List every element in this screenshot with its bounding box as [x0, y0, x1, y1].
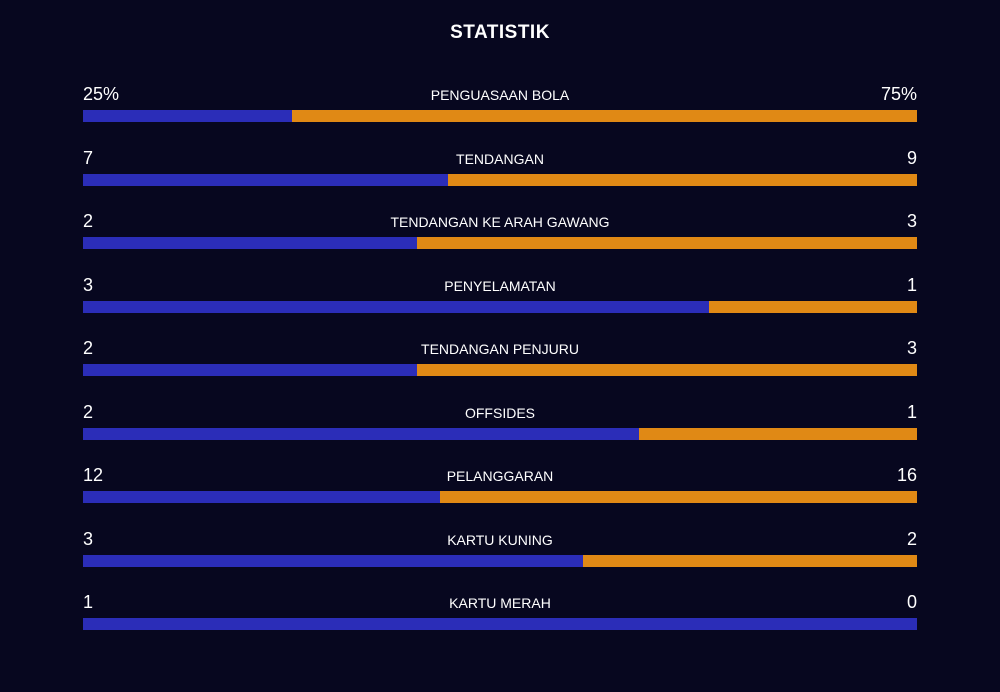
- stat-row: 2 OFFSIDES 1: [83, 401, 917, 451]
- stat-label: KARTU KUNING: [447, 531, 553, 548]
- stat-row: 2 TENDANGAN KE ARAH GAWANG 3: [83, 210, 917, 260]
- stat-label: PENGUASAAN BOLA: [430, 87, 570, 103]
- stat-label: TENDANGAN KE ARAH GAWANG: [390, 214, 610, 230]
- home-bar: [83, 618, 917, 630]
- stat-label: TENDANGAN: [456, 150, 544, 167]
- stat-row: 2 TENDANGAN PENJURU 3: [83, 337, 917, 387]
- home-value: 3: [83, 528, 94, 549]
- home-value: 2: [83, 211, 94, 231]
- home-bar: [83, 491, 441, 503]
- home-value: 1: [83, 592, 94, 612]
- home-bar: [83, 554, 584, 567]
- stat-label: OFFSIDES: [464, 404, 535, 421]
- away-bar: [583, 554, 917, 567]
- away-bar: [447, 173, 917, 186]
- away-value: 1: [906, 401, 917, 422]
- away-bar: [416, 237, 917, 249]
- home-bar: [83, 364, 417, 376]
- home-bar: [83, 427, 639, 440]
- home-value: 12: [83, 465, 104, 485]
- stat-row: 12 PELANGGARAN 16: [83, 464, 917, 514]
- stat-label: PENYELAMATAN: [444, 277, 556, 294]
- away-bar: [708, 300, 917, 313]
- away-value: 0: [906, 592, 917, 612]
- home-bar: [83, 300, 709, 313]
- home-value: 7: [83, 147, 94, 168]
- away-value: 9: [906, 147, 917, 168]
- title: STATISTIK: [450, 22, 550, 43]
- home-value: 25%: [83, 84, 120, 104]
- away-bar: [416, 364, 917, 376]
- home-value: 2: [83, 338, 94, 358]
- home-bar: [83, 173, 448, 186]
- stat-row: 1 KARTU MERAH 0: [83, 591, 917, 641]
- stat-label: PELANGGARAN: [446, 468, 554, 484]
- home-bar: [83, 237, 417, 249]
- away-bar: [291, 110, 917, 122]
- stat-label: KARTU MERAH: [449, 595, 551, 611]
- stat-row: 3 KARTU KUNING 2: [83, 528, 917, 578]
- away-value: 75%: [880, 84, 917, 104]
- away-value: 1: [906, 274, 917, 295]
- home-bar: [83, 110, 292, 122]
- home-value: 2: [83, 401, 94, 422]
- stat-row: 7 TENDANGAN 9: [83, 147, 917, 197]
- away-value: 16: [896, 465, 917, 485]
- away-value: 2: [906, 528, 917, 549]
- away-bar: [440, 491, 917, 503]
- away-bar: [639, 427, 917, 440]
- away-value: 3: [906, 338, 917, 358]
- stat-row: 25% PENGUASAAN BOLA 75%: [83, 83, 917, 133]
- away-value: 3: [906, 211, 917, 231]
- stat-label: TENDANGAN PENJURU: [421, 341, 579, 357]
- home-value: 3: [83, 274, 94, 295]
- stat-row: 3 PENYELAMATAN 1: [83, 274, 917, 324]
